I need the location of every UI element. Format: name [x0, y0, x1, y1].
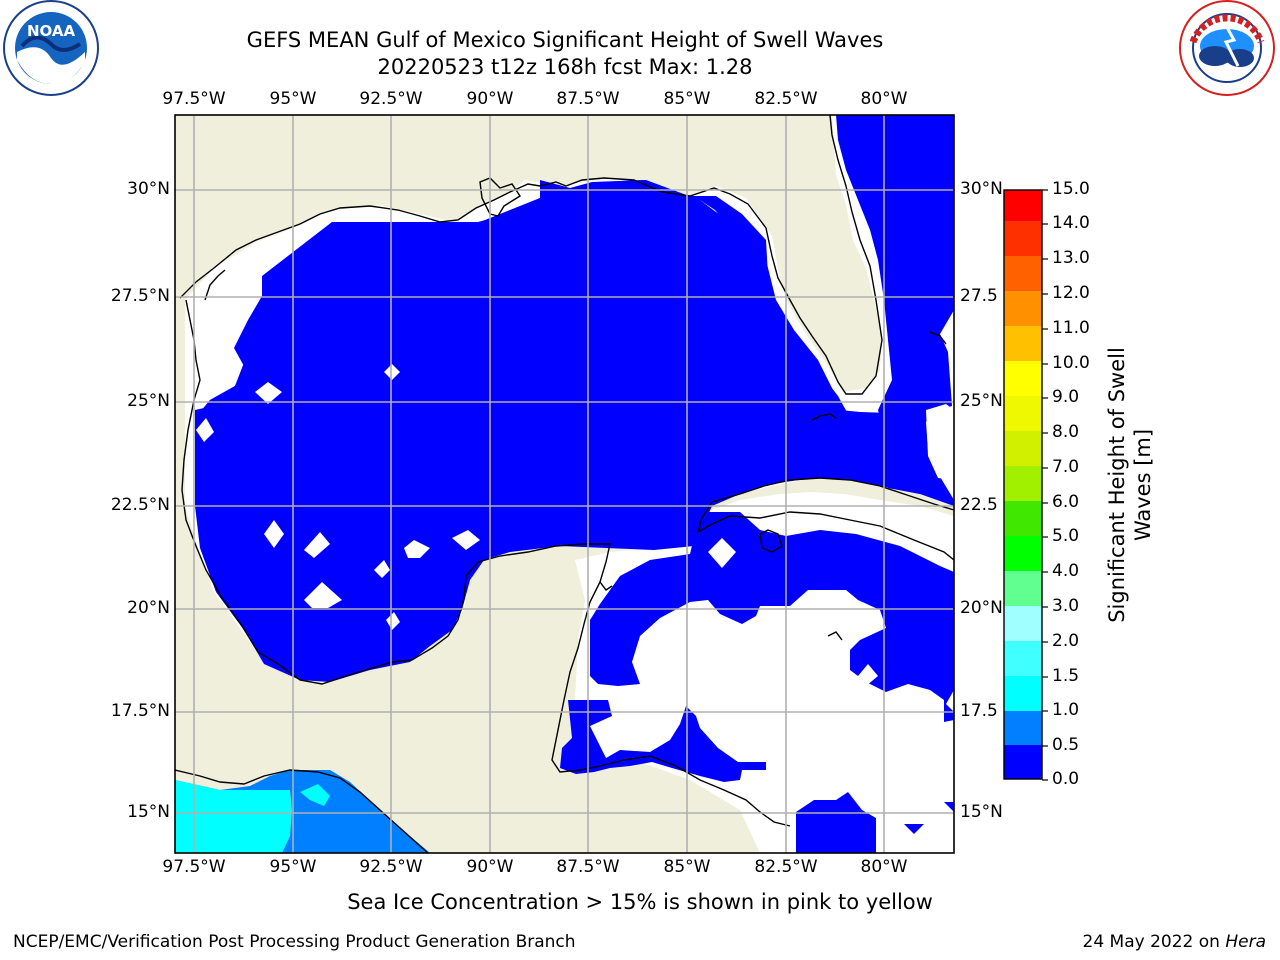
lat-label-left: 20°N [127, 598, 170, 618]
footer-machine: Hera [1225, 932, 1266, 952]
lat-label-left: 30°N [127, 179, 170, 199]
lat-label-right: 22.5 [960, 495, 998, 515]
lon-label-top: 87.5°W [556, 89, 620, 109]
noaa-logo: NOAA [3, 0, 99, 96]
colorbar-tick: 8.0 [1052, 422, 1080, 442]
lon-label-top: 90°W [466, 89, 514, 109]
colorbar-tick: 11.0 [1052, 318, 1090, 338]
lat-label-right: 25°N [960, 391, 1003, 411]
lat-label-right: 15°N [960, 802, 1003, 822]
colorbar-tick: 7.0 [1052, 457, 1080, 477]
lon-label-top: 97.5°W [162, 89, 226, 109]
colorbar-label-line2: Waves [m] [1131, 428, 1155, 542]
colorbar-tick: 12.0 [1052, 283, 1090, 303]
lat-label-left: 15°N [127, 802, 170, 822]
lon-label-bottom: 82.5°W [754, 857, 818, 877]
lon-label-top: 82.5°W [754, 89, 818, 109]
colorbar-tick: 9.0 [1052, 387, 1080, 407]
lon-label-bottom: 85°W [663, 857, 711, 877]
lon-label-bottom: 90°W [466, 857, 514, 877]
lat-label-right: 17.5 [960, 701, 998, 721]
colorbar-tick: 6.0 [1052, 492, 1080, 512]
nws-logo [1179, 0, 1275, 96]
noaa-logo-text: NOAA [27, 22, 76, 40]
footer-date: 24 May 2022 on Hera [1083, 932, 1267, 952]
lat-label-left: 17.5°N [110, 701, 170, 721]
map-title: GEFS MEAN Gulf of Mexico Significant Hei… [246, 28, 884, 52]
colorbar-tick: 1.0 [1052, 700, 1080, 720]
sea-ice-note: Sea Ice Concentration > 15% is shown in … [0, 890, 1280, 914]
colorbar-tick: 15.0 [1052, 179, 1090, 199]
lon-label-top: 80°W [860, 89, 908, 109]
colorbar-tick: 5.0 [1052, 526, 1080, 546]
colorbar-tick: 13.0 [1052, 248, 1090, 268]
lat-label-left: 22.5°N [110, 495, 170, 515]
colorbar-tick: 4.0 [1052, 561, 1080, 581]
colorbar-tick: 0.5 [1052, 735, 1080, 755]
lat-label-right: 27.5 [960, 286, 998, 306]
colorbar-tick: 1.5 [1052, 666, 1080, 686]
map-subtitle: 20220523 t12z 168h fcst Max: 1.28 [377, 55, 753, 79]
lon-label-bottom: 92.5°W [359, 857, 423, 877]
lon-label-bottom: 80°W [860, 857, 908, 877]
footer-date-text: 24 May 2022 on [1082, 932, 1226, 952]
colorbar-tick: 0.0 [1052, 769, 1080, 789]
colorbar-tick: 2.0 [1052, 631, 1080, 651]
lon-label-top: 95°W [269, 89, 317, 109]
lon-label-bottom: 87.5°W [556, 857, 620, 877]
lon-label-bottom: 97.5°W [162, 857, 226, 877]
sea-ice-note-text: Sea Ice Concentration > 15% is shown in … [347, 890, 933, 914]
lon-label-bottom: 95°W [269, 857, 317, 877]
colorbar-tick: 14.0 [1052, 213, 1090, 233]
colorbar [1003, 189, 1048, 781]
colorbar-tick: 3.0 [1052, 596, 1080, 616]
lat-label-right: 20°N [960, 598, 1003, 618]
colorbar-label-line1: Significant Height of Swell [1105, 347, 1129, 623]
colorbar-tick: 10.0 [1052, 353, 1090, 373]
lat-label-right: 30°N [960, 179, 1003, 199]
lon-label-top: 85°W [663, 89, 711, 109]
lon-label-top: 92.5°W [359, 89, 423, 109]
lat-label-left: 25°N [127, 391, 170, 411]
footer-credit: NCEP/EMC/Verification Post Processing Pr… [13, 932, 576, 952]
lat-label-left: 27.5°N [110, 286, 170, 306]
